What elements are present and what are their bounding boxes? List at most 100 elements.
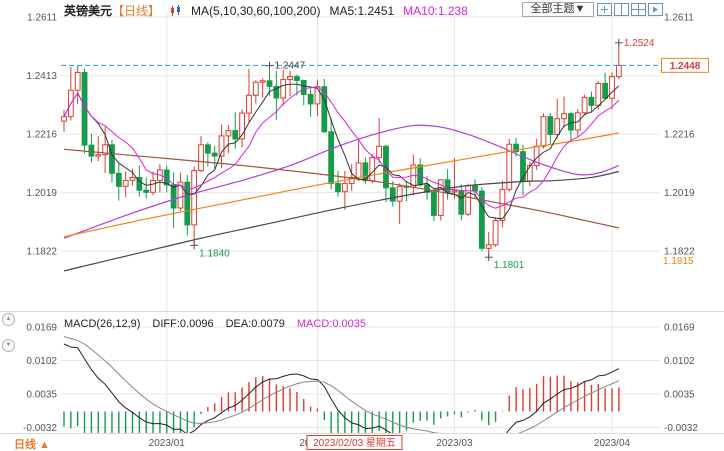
ma10-line	[63, 86, 620, 209]
macd-hist-bar	[234, 392, 236, 412]
svg-text:2023/02/03 星期五: 2023/02/03 星期五	[313, 437, 396, 449]
macd-hist-bar	[611, 388, 613, 412]
cycle-windows-icon[interactable]	[648, 3, 663, 16]
ma-legend: MA(5,10,30,60,100,200)	[191, 3, 321, 18]
price-tick-right: 1.2216	[664, 130, 695, 141]
macd-tick-left: -0.0032	[23, 423, 57, 434]
date-tick-label: 2023/01	[149, 438, 186, 449]
svg-text:1.2448: 1.2448	[670, 61, 701, 72]
macd-tick-right: 0.0035	[664, 390, 695, 401]
ma-line-ma30	[63, 124, 620, 239]
macd-hist-bar	[522, 389, 524, 412]
macd-hist-bar	[398, 411, 401, 433]
macd-hist-bar	[138, 411, 141, 433]
macd-hist-bar	[70, 411, 72, 429]
macd-hist-bar	[303, 398, 305, 412]
selected-date-label: 2023/02/03 星期五	[306, 435, 403, 450]
macd-tick-left: 0.0169	[26, 323, 57, 334]
ma-line-ma60	[63, 170, 619, 272]
macd-hist-bar	[282, 386, 284, 412]
price-tick-left: 1.2413	[26, 71, 57, 82]
macd-hist-bar	[577, 382, 579, 412]
macd-hist-bar	[405, 411, 408, 431]
macd-hist-bar	[460, 411, 462, 418]
macd-tick-left: 0.0035	[26, 390, 57, 401]
macd-hist-bar	[289, 388, 291, 412]
price-annotation: 1.1840	[190, 241, 230, 259]
ma5-value: MA5:1.2451	[329, 3, 395, 18]
macd-tick-right: -0.0032	[664, 423, 698, 434]
axis-labels: 1.2611 1.2611 1.2413 1.2216 1.2216 1.2019 1.20…	[23, 13, 698, 450]
macd-hist-bar	[357, 411, 360, 433]
macd-hist-bar	[172, 411, 175, 433]
chart-header: 英镑美元【日线】 MA(5,10,30,60,100,200) MA5:1.24…	[64, 2, 468, 19]
ma-line-ma100	[63, 132, 619, 238]
macd-hist-bar	[124, 411, 127, 433]
panel-scroll-controls: ▲ ▼	[2, 313, 15, 352]
split-columns-icon[interactable]	[614, 3, 629, 16]
price-level-label: 1.1815	[663, 256, 694, 267]
macd-hist-bar	[412, 411, 415, 423]
macd-hist-bar	[508, 395, 510, 412]
macd-hist-bar	[166, 411, 168, 433]
ma-line-ma200	[63, 148, 619, 229]
current-price-tag: 1.2448	[661, 57, 709, 73]
macd-hist-bar	[97, 411, 99, 433]
svg-text:1.2447: 1.2447	[275, 61, 306, 72]
macd-hist-bar	[392, 411, 394, 433]
period-selector[interactable]: 日线 ▲	[14, 436, 50, 451]
macd-hist-bar	[330, 411, 332, 433]
macd-hist-bar	[426, 411, 428, 421]
macd-hist-bar	[344, 411, 346, 433]
macd-hist-bar	[220, 396, 223, 412]
macd-dea-value: DEA:0.0079	[225, 318, 285, 330]
macd-hist-bar	[570, 381, 572, 412]
macd-hist-bar	[193, 411, 195, 428]
macd-hist-bar	[77, 411, 79, 427]
ma5-line	[63, 83, 620, 220]
period-label: 日线	[14, 439, 36, 451]
period-tag: 【日线】	[112, 4, 161, 18]
price-tick-left: 1.2019	[26, 188, 57, 199]
date-tick-label: 2023/04	[594, 438, 631, 449]
symbol-title: 英镑美元	[64, 4, 113, 18]
macd-hist-bar	[152, 411, 154, 433]
macd-header: MACD(26,12,9) DIFF:0.0096 DEA:0.0079 MAC…	[64, 318, 366, 330]
add-window-icon[interactable]	[597, 3, 612, 16]
macd-hist-bar	[467, 411, 469, 413]
price-tick-right: 1.1822	[664, 247, 695, 258]
panel-scroll-down-icon[interactable]: ▼	[2, 339, 15, 352]
macd-hist-bar	[255, 377, 257, 412]
kline-style-icon[interactable]	[169, 4, 182, 17]
macd-macd-value: MACD:0.0035	[296, 318, 366, 330]
macd-hist-bar	[296, 392, 298, 412]
macd-hist-bar	[309, 406, 312, 412]
macd-tick-right: 0.0169	[664, 323, 695, 334]
macd-hist-bar	[214, 403, 216, 412]
macd-hist-bar	[323, 411, 325, 420]
macd-tick-left: 0.0102	[26, 356, 57, 367]
macd-hist-bar	[145, 411, 147, 433]
grid-windows-icon[interactable]	[631, 3, 646, 16]
macd-hist-bar	[316, 408, 319, 412]
theme-selector-button[interactable]: 全部主题▼	[522, 2, 594, 17]
macd-hist-bar	[337, 411, 339, 433]
price-annotation: 1.2447	[265, 61, 306, 72]
macd-hist-bar	[604, 388, 606, 412]
macd-hist-bar	[90, 411, 93, 433]
panel-scroll-up-icon[interactable]: ▲	[2, 313, 15, 326]
macd-hist-bar	[186, 411, 188, 433]
svg-text:1.2524: 1.2524	[624, 38, 655, 49]
macd-hist-bar	[63, 411, 65, 427]
price-annotation: 1.2524	[614, 38, 655, 49]
macd-hist-bar	[446, 411, 449, 417]
macd-dea-line	[63, 336, 620, 433]
macd-hist-bar	[419, 411, 421, 421]
price-annotation: 1.1801	[484, 253, 525, 271]
macd-hist-bar	[529, 387, 531, 412]
macd-hist-bar	[488, 411, 490, 426]
macd-hist-bar	[111, 411, 113, 433]
macd-hist-bar	[248, 381, 250, 412]
